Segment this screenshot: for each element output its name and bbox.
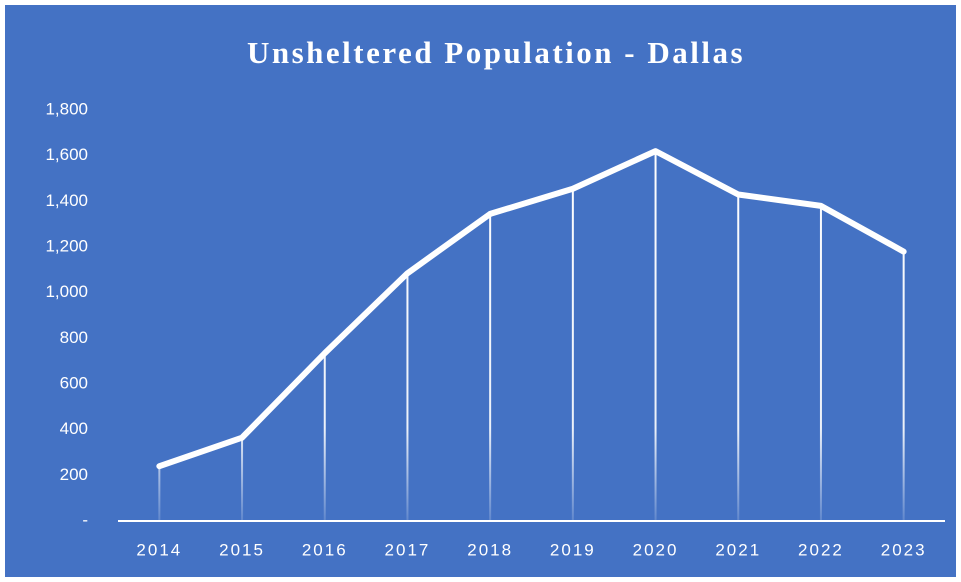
chart-title: Unsheltered Population - Dallas (247, 35, 745, 70)
y-tick-label: 400 (60, 419, 88, 438)
y-tick-label: - (82, 510, 88, 529)
line (156, 148, 907, 470)
x-tick-label: 2022 (798, 540, 844, 559)
x-tick-label: 2018 (467, 540, 513, 559)
x-tick-label: 2023 (881, 540, 927, 559)
y-tick-label: 1,800 (45, 99, 88, 118)
x-tick-label: 2016 (302, 540, 348, 559)
y-tick-label: 600 (60, 373, 88, 392)
chart-background (5, 5, 956, 577)
x-tick-label: 2019 (550, 540, 596, 559)
y-tick-label: 200 (60, 465, 88, 484)
y-tick-label: 800 (60, 328, 88, 347)
y-tick-label: 1,600 (45, 145, 88, 164)
y-tick-label: 1,400 (45, 191, 88, 210)
x-tick-label: 2017 (385, 540, 431, 559)
x-tick-label: 2014 (136, 540, 182, 559)
x-tick-label: 2015 (219, 540, 265, 559)
y-tick-label: 1,200 (45, 236, 88, 255)
x-tick-label: 2020 (633, 540, 679, 559)
x-tick-label: 2021 (715, 540, 761, 559)
y-tick-label: 1,000 (45, 282, 88, 301)
